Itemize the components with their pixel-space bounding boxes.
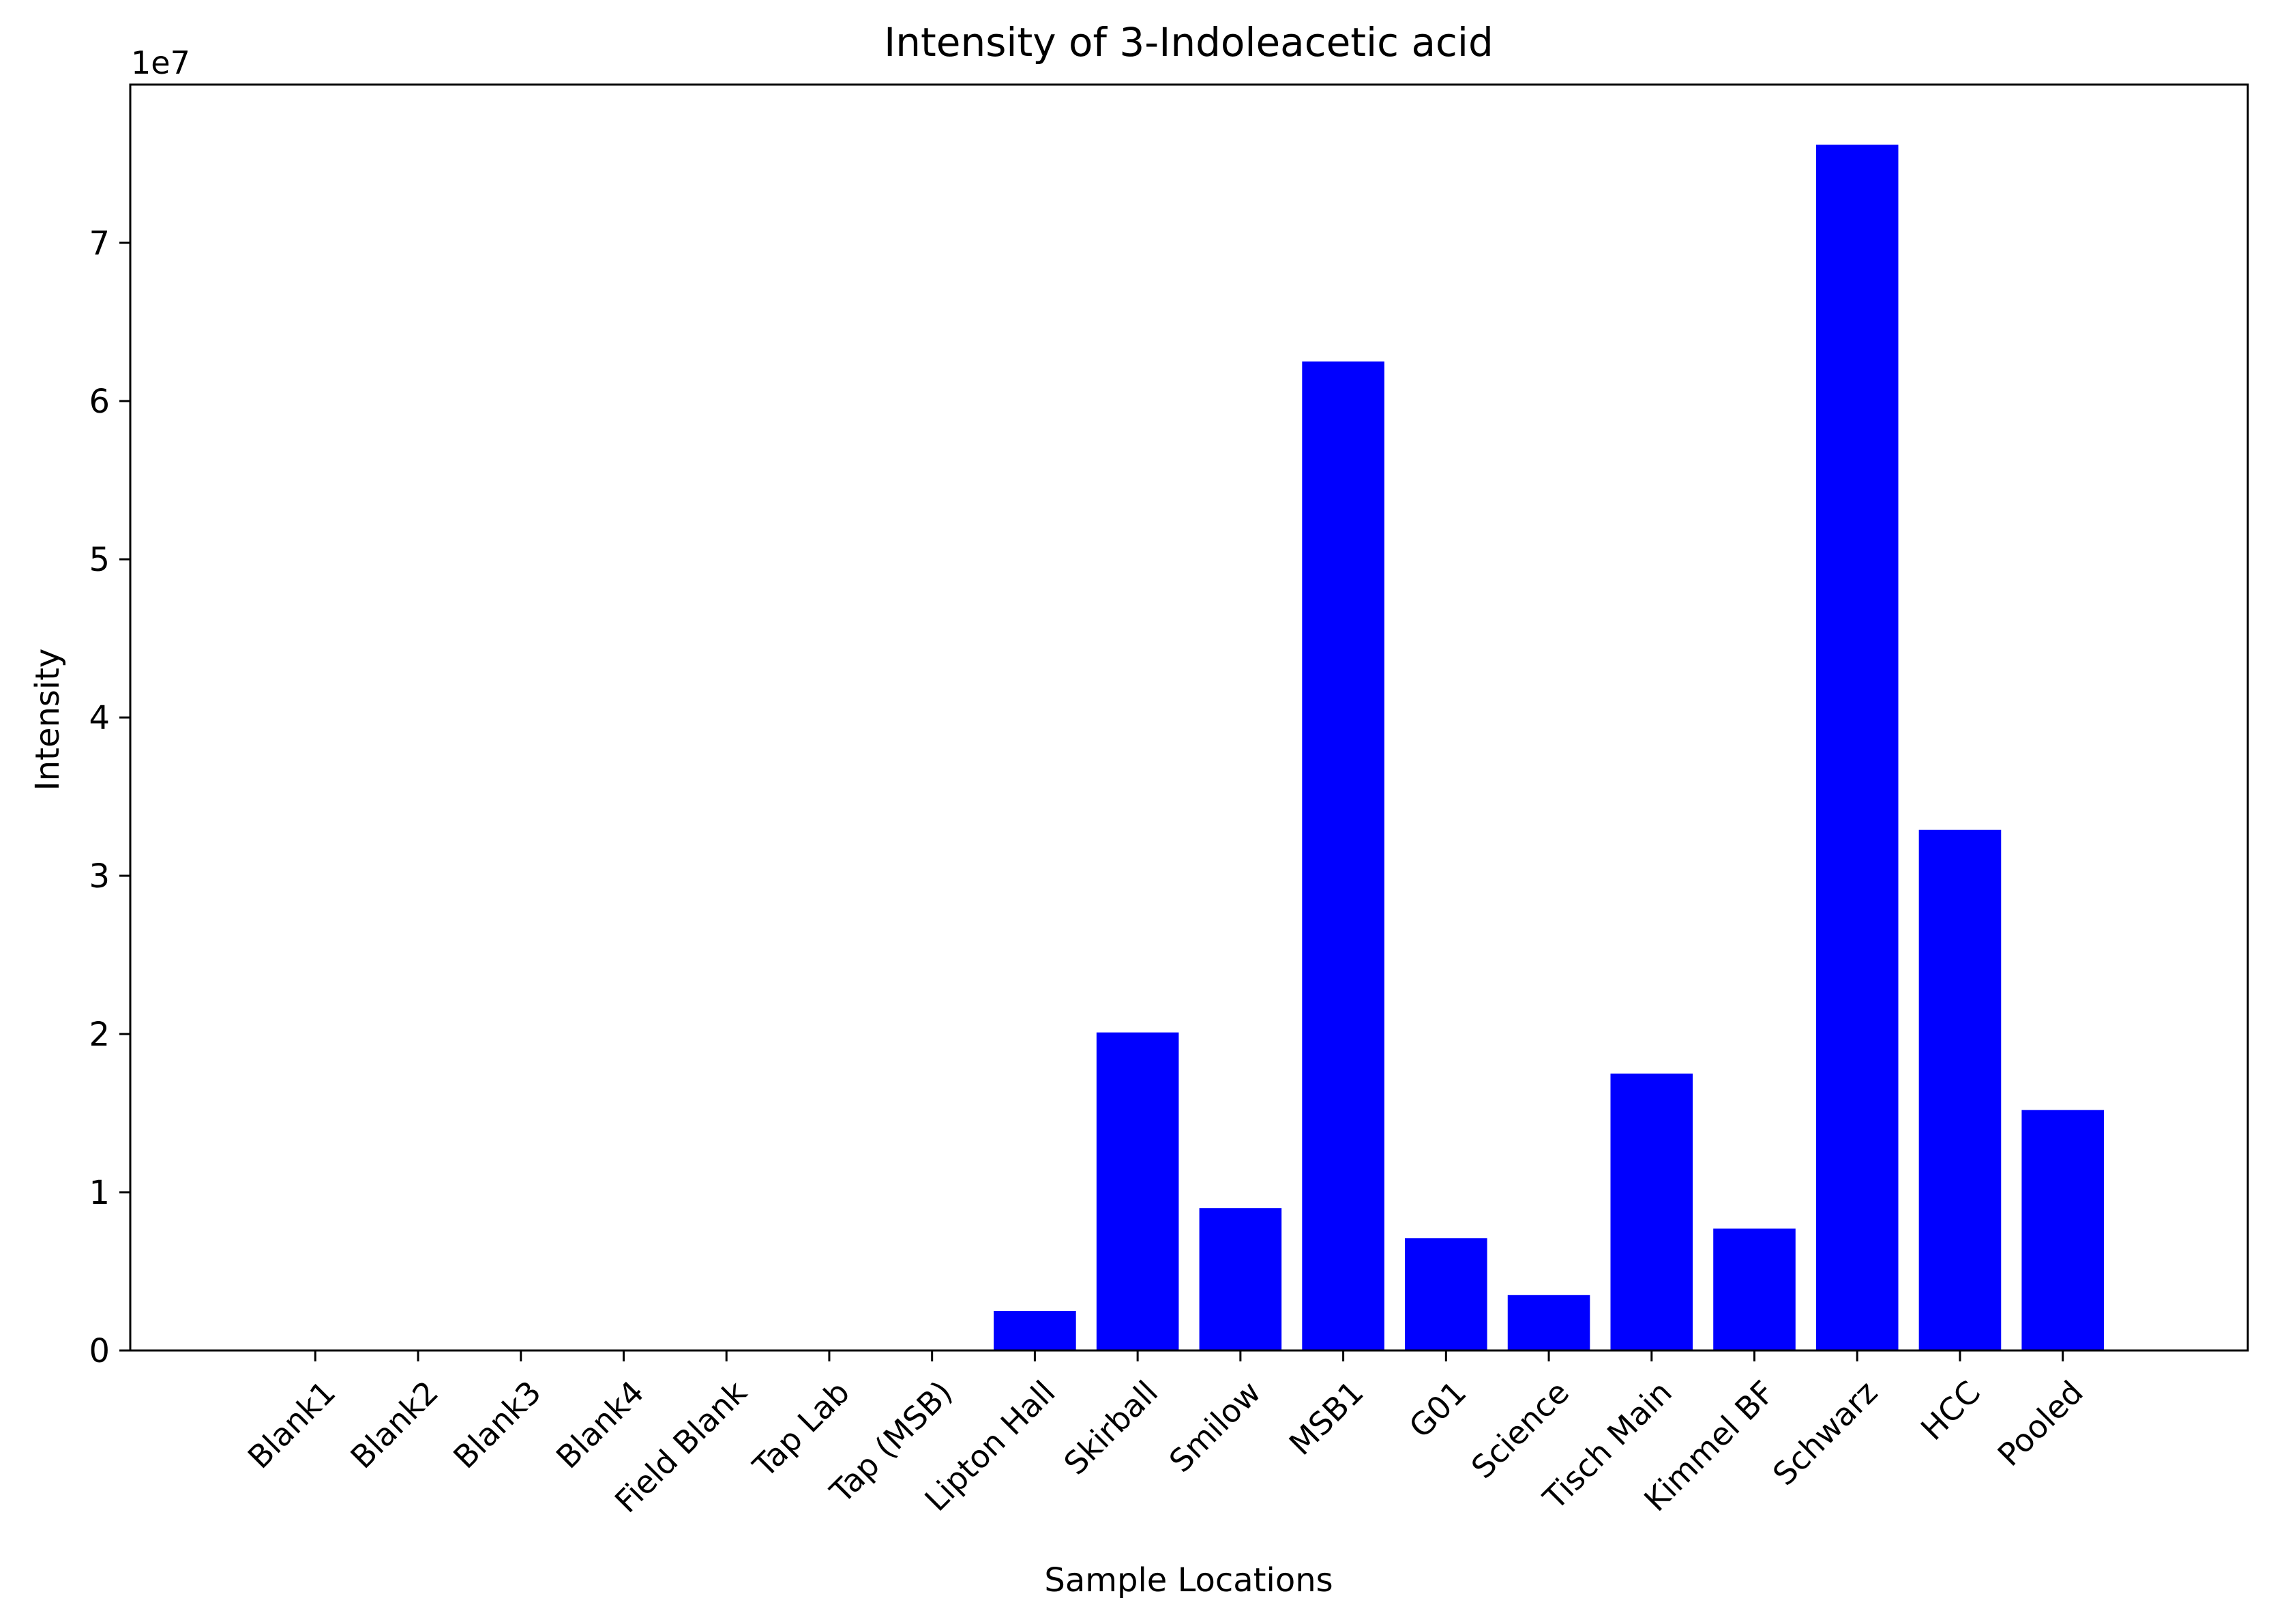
x-tick-label: Blank1 [241,1374,343,1476]
x-tick-label: Schwarz [1766,1374,1884,1492]
bar-schwarz [1815,145,1899,1350]
bars [994,145,2104,1350]
x-tick-label: HCC [1914,1374,1987,1447]
y-tick-label: 1 [89,1174,110,1212]
y-tick-label: 2 [89,1016,110,1054]
y-tick-label: 4 [89,699,110,737]
x-tick-label: G01 [1402,1374,1474,1445]
bar-hcc [1918,829,2002,1350]
bar-lipton-hall [994,1311,1076,1350]
y-axis-label: Intensity [29,649,67,791]
y-tick-label: 5 [89,541,110,579]
x-tick-label: MSB1 [1282,1374,1371,1462]
bar-smilow [1199,1208,1282,1350]
x-tick-label: Pooled [1991,1374,2090,1473]
plot-frame [129,83,2249,1352]
x-tick-label: Blank4 [549,1374,651,1476]
y-axis-ticks: 0 1 2 3 4 5 6 7 [89,224,130,1370]
bar-skirball [1096,1032,1179,1350]
bar-msb1 [1302,361,1384,1350]
y-axis-offset-label: 1e7 [131,44,190,81]
y-tick-label: 0 [89,1332,110,1370]
bar-g01 [1405,1238,1487,1350]
y-tick-label: 3 [89,857,110,896]
x-axis-label: Sample Locations [1044,1561,1333,1599]
chart-title: Intensity of 3-Indoleacetic acid [884,19,1494,65]
x-tick-label: Blank2 [344,1374,446,1476]
y-tick-label: 7 [89,224,110,263]
x-tick-label: Blank3 [446,1374,548,1476]
bar-science [1507,1295,1590,1350]
y-tick-label: 6 [89,383,110,421]
bar-kimmel-bf [1713,1228,1796,1350]
x-tick-label: Smilow [1162,1374,1268,1479]
x-tick-label: Skirball [1057,1374,1166,1482]
bar-pooled [2021,1110,2104,1350]
bar-tisch-main [1610,1074,1693,1350]
